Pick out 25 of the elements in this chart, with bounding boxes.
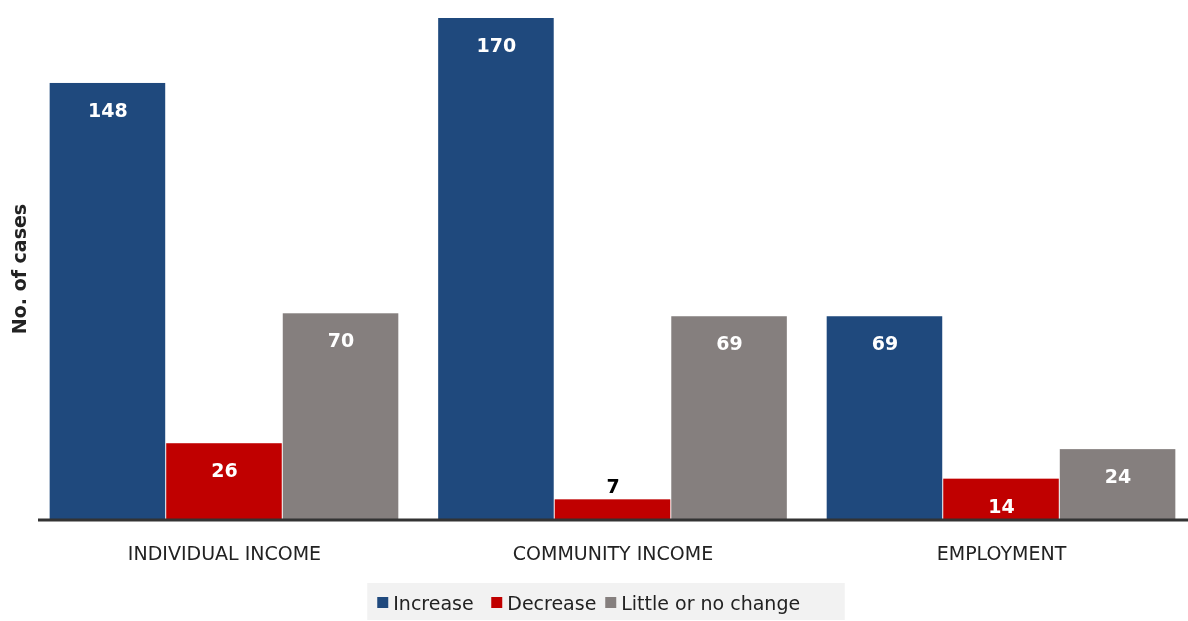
legend-label: Little or no change: [621, 592, 801, 614]
data-label: 148: [88, 98, 128, 121]
bar: [438, 18, 554, 520]
legend-label: Decrease: [507, 592, 597, 614]
bar: [554, 499, 671, 520]
bar: [1059, 449, 1176, 520]
x-tick-label: INDIVIDUAL INCOME: [127, 542, 322, 564]
data-label: 69: [871, 332, 899, 355]
bar: [49, 82, 166, 520]
data-label: 26: [211, 459, 238, 482]
data-label: 7: [606, 475, 620, 498]
y-axis-title: No. of cases: [8, 203, 30, 335]
bar: [826, 316, 943, 520]
x-tick-label: COMMUNITY INCOME: [512, 542, 714, 564]
bar: [943, 478, 1059, 520]
data-label: 24: [1104, 465, 1132, 488]
data-label: 14: [988, 494, 1015, 517]
data-label: 170: [476, 34, 517, 56]
bar: [166, 443, 282, 520]
data-label: 70: [327, 329, 355, 352]
bar: [282, 313, 399, 520]
data-label: 69: [716, 332, 743, 355]
x-tick-label: EMPLOYMENT: [936, 542, 1067, 564]
legend-label: Increase: [393, 592, 474, 614]
bar: [671, 316, 787, 520]
